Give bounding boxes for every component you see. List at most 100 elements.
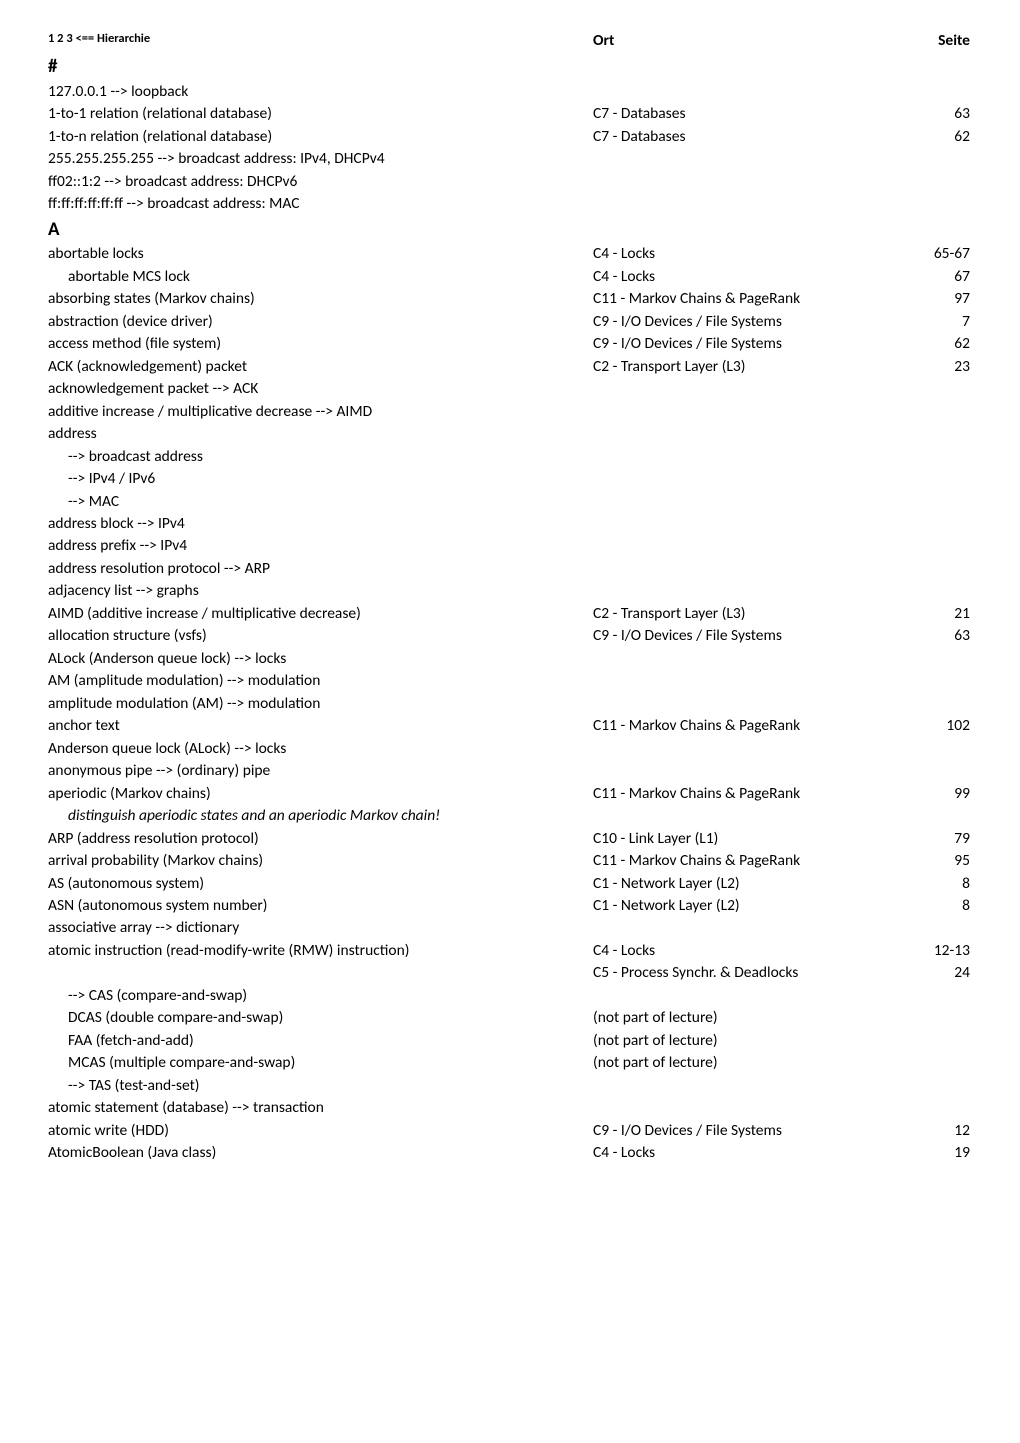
page-cell [893,760,972,782]
index-row: amplitude modulation (AM) --> modulation [48,693,972,715]
ort-cell [593,148,893,170]
index-row: ff02::1:2 --> broadcast address: DHCPv6 [48,171,972,193]
index-row: address block --> IPv4 [48,513,972,535]
term-cell: anonymous pipe --> (ordinary) pipe [48,760,593,782]
ort-cell: C4 - Locks [593,266,893,288]
ort-cell [593,1097,893,1119]
page-cell [893,558,972,580]
header-ort: Ort [593,30,893,52]
page-cell [893,193,972,215]
term-cell: amplitude modulation (AM) --> modulation [48,693,593,715]
header-hierarchie: 1 2 3 <== Hierarchie [48,30,593,52]
index-row: --> CAS (compare-and-swap) [48,985,972,1007]
page-cell: 63 [893,103,972,125]
index-row: ALock (Anderson queue lock) --> locks [48,648,972,670]
term-cell: 1-to-1 relation (relational database) [48,103,593,125]
term-cell [48,962,593,984]
term-cell: 255.255.255.255 --> broadcast address: I… [48,148,593,170]
page-cell: 79 [893,828,972,850]
index-row: --> broadcast address [48,446,972,468]
page-cell: 12 [893,1120,972,1142]
index-row: absorbing states (Markov chains)C11 - Ma… [48,288,972,310]
index-row: abortable locksC4 - Locks65-67 [48,243,972,265]
page-cell: 23 [893,356,972,378]
term-cell: atomic write (HDD) [48,1120,593,1142]
page-cell [893,81,972,103]
index-row: 127.0.0.1 --> loopback [48,81,972,103]
index-row: 1-to-1 relation (relational database)C7 … [48,103,972,125]
index-row: access method (file system)C9 - I/O Devi… [48,333,972,355]
term-cell: ff:ff:ff:ff:ff:ff --> broadcast address:… [48,193,593,215]
term-cell: address block --> IPv4 [48,513,593,535]
term-cell: FAA (fetch-and-add) [48,1030,593,1052]
index-row: C5 - Process Synchr. & Deadlocks24 [48,962,972,984]
term-cell: aperiodic (Markov chains) [48,783,593,805]
ort-cell: C7 - Databases [593,126,893,148]
page-cell [893,648,972,670]
index-row: ASN (autonomous system number)C1 - Netwo… [48,895,972,917]
page-cell: 19 [893,1142,972,1164]
term-cell: access method (file system) [48,333,593,355]
index-row: 1-to-n relation (relational database)C7 … [48,126,972,148]
page-cell [893,535,972,557]
term-cell: AM (amplitude modulation) --> modulation [48,670,593,692]
term-cell: DCAS (double compare-and-swap) [48,1007,593,1029]
ort-cell [593,193,893,215]
index-row: 255.255.255.255 --> broadcast address: I… [48,148,972,170]
index-row: atomic statement (database) --> transact… [48,1097,972,1119]
ort-cell: C9 - I/O Devices / File Systems [593,1120,893,1142]
ort-cell: C4 - Locks [593,1142,893,1164]
index-row: FAA (fetch-and-add)(not part of lecture) [48,1030,972,1052]
index-row: abstraction (device driver)C9 - I/O Devi… [48,311,972,333]
index-row: AS (autonomous system)C1 - Network Layer… [48,873,972,895]
page-cell: 99 [893,783,972,805]
page-cell: 65-67 [893,243,972,265]
term-cell: --> IPv4 / IPv6 [48,468,593,490]
ort-cell: C11 - Markov Chains & PageRank [593,850,893,872]
page-cell [893,670,972,692]
page-cell [893,738,972,760]
ort-cell [593,81,893,103]
index-row: ff:ff:ff:ff:ff:ff --> broadcast address:… [48,193,972,215]
index-row: --> IPv4 / IPv6 [48,468,972,490]
index-row: DCAS (double compare-and-swap)(not part … [48,1007,972,1029]
ort-cell: (not part of lecture) [593,1030,893,1052]
ort-cell: (not part of lecture) [593,1007,893,1029]
page-cell: 102 [893,715,972,737]
index-row: MCAS (multiple compare-and-swap)(not par… [48,1052,972,1074]
term-cell: allocation structure (vsfs) [48,625,593,647]
ort-cell: C7 - Databases [593,103,893,125]
index-row: --> MAC [48,491,972,513]
ort-cell: C11 - Markov Chains & PageRank [593,783,893,805]
page-cell: 97 [893,288,972,310]
ort-cell: C2 - Transport Layer (L3) [593,356,893,378]
page-cell [893,580,972,602]
page-cell [893,917,972,939]
term-cell: AS (autonomous system) [48,873,593,895]
page-cell [893,1097,972,1119]
term-cell: --> CAS (compare-and-swap) [48,985,593,1007]
ort-cell [593,670,893,692]
ort-cell [593,378,893,400]
index-row: address prefix --> IPv4 [48,535,972,557]
ort-cell: C4 - Locks [593,940,893,962]
term-cell: atomic statement (database) --> transact… [48,1097,593,1119]
index-row: AIMD (additive increase / multiplicative… [48,603,972,625]
index-row: aperiodic (Markov chains)C11 - Markov Ch… [48,783,972,805]
index-row: acknowledgement packet --> ACK [48,378,972,400]
ort-cell [593,580,893,602]
ort-cell: C9 - I/O Devices / File Systems [593,625,893,647]
ort-cell: C9 - I/O Devices / File Systems [593,311,893,333]
index-row: atomic instruction (read-modify-write (R… [48,940,972,962]
index-row: associative array --> dictionary [48,917,972,939]
ort-cell [593,491,893,513]
term-cell: AtomicBoolean (Java class) [48,1142,593,1164]
section-letter: A [48,216,972,244]
page-cell [893,378,972,400]
ort-cell: C11 - Markov Chains & PageRank [593,715,893,737]
ort-cell [593,535,893,557]
page-cell [893,1075,972,1097]
header-seite: Seite [893,30,972,52]
ort-cell: C1 - Network Layer (L2) [593,895,893,917]
ort-cell [593,558,893,580]
